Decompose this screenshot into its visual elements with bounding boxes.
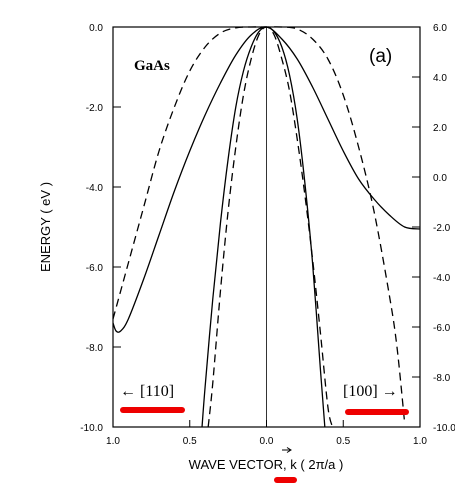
right-tick-label: -6.0	[433, 323, 451, 334]
x-axis-label: WAVE VECTOR, k ( 2π/a )	[189, 457, 344, 472]
panel-label: (a)	[369, 46, 392, 67]
right-tick-label: -8.0	[433, 373, 451, 384]
x-axis-label-prefix: WAVE VECTOR,	[189, 457, 291, 472]
right-tick-label: 2.0	[433, 123, 447, 134]
solid-band-curve-0	[112, 26, 421, 333]
right-tick-label: -10.0	[433, 423, 455, 434]
right-tick-label: -4.0	[433, 273, 451, 284]
x-tick-label: 0.5	[183, 436, 197, 447]
x-axis-vector-symbol: k	[290, 457, 297, 472]
x-axis-label-suffix: ( 2π/a )	[297, 457, 344, 472]
right-tick-label: 6.0	[433, 23, 447, 34]
right-tick-label: 0.0	[433, 173, 447, 184]
left-direction-label: ← [110]	[120, 383, 174, 400]
dashed-band-curve-3	[207, 26, 334, 428]
right-tick-label: -2.0	[433, 223, 451, 234]
solid-band-curve-2	[201, 26, 326, 428]
left-tick-label: -2.0	[86, 103, 104, 114]
left-tick-label: 0.0	[89, 23, 103, 34]
x-tick-label: 0.5	[336, 436, 350, 447]
x-tick-label: 1.0	[413, 436, 427, 447]
left-tick-label: -6.0	[86, 263, 104, 274]
dashed-band-curve-1	[112, 26, 406, 424]
x-tick-label: 0.0	[260, 436, 274, 447]
left-tick-label: -8.0	[86, 343, 104, 354]
right-axis-ticks: 6.0 4.0 2.0 0.0 -2.0 -4.0 -6.0 -8.0 -10.0	[412, 23, 455, 434]
left-tick-label: -10.0	[80, 423, 103, 434]
x-tick-label: 1.0	[106, 436, 120, 447]
right-direction-label: [100] →	[343, 383, 398, 400]
right-tick-label: 4.0	[433, 73, 447, 84]
material-label: GaAs	[134, 58, 170, 74]
left-axis-ticks: 0.0 -2.0 -4.0 -6.0 -8.0 -10.0	[80, 23, 121, 434]
vector-arrow-head	[286, 447, 292, 453]
y-axis-label: ENERGY ( eV )	[38, 182, 53, 272]
left-tick-label: -4.0	[86, 183, 104, 194]
